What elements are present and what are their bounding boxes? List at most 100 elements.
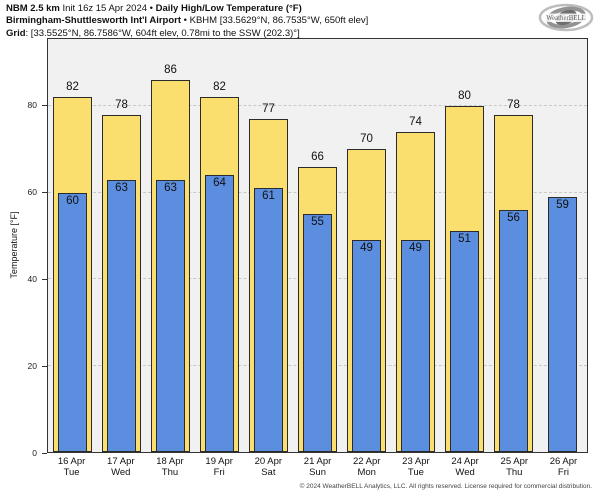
x-tick-weekday: Wed — [455, 467, 475, 478]
x-tick-weekday: Thu — [161, 467, 179, 478]
x-tick-date: 19 Apr — [205, 456, 233, 467]
low-bar: 64 — [204, 175, 235, 452]
y-tick-label: 60 — [27, 187, 37, 198]
low-bar: 56 — [498, 209, 529, 452]
chart-header: NBM 2.5 km Init 16z 15 Apr 2024 • Daily … — [6, 3, 368, 40]
x-tick-date: 20 Apr — [254, 456, 283, 467]
weatherbell-logo: WeatherBELL — [537, 2, 595, 33]
high-value-label: 78 — [115, 98, 128, 111]
init-time: Init 16z 15 Apr 2024 • — [59, 3, 156, 14]
low-bar: 63 — [106, 179, 137, 452]
x-tick-weekday: Fri — [557, 467, 569, 478]
y-tick-mark — [42, 191, 47, 193]
high-value-label: 77 — [262, 103, 275, 116]
y-axis: 0 20 40 60 80 — [0, 38, 47, 458]
low-value-label: 59 — [556, 198, 569, 211]
y-tick-mark — [42, 104, 47, 106]
low-value-label: 63 — [115, 181, 128, 194]
x-tick-weekday: Mon — [357, 467, 376, 478]
grid-coords: : [33.5525°N, 86.7586°W, 604ft elev, 0.7… — [25, 27, 300, 39]
x-tick-date: 26 Apr — [549, 456, 578, 467]
x-tick-label: 23 Apr Tue — [391, 456, 440, 478]
x-tick-date: 25 Apr — [500, 456, 529, 467]
copyright-footer: © 2024 WeatherBELL Analytics, LLC. All r… — [299, 483, 592, 490]
day-slot: 82 60 — [48, 39, 97, 452]
y-tick-label: 0 — [32, 448, 37, 458]
day-slot: 74 49 — [391, 39, 440, 452]
x-axis-labels: 16 Apr Tue 17 Apr Wed 18 Apr Thu 19 Apr Fri 20 A… — [47, 456, 588, 478]
high-value-label: 70 — [360, 133, 373, 146]
day-slot: 82 64 — [195, 39, 244, 452]
x-tick-date: 21 Apr — [303, 456, 332, 467]
x-tick-label: 26 Apr Fri — [539, 456, 588, 478]
station-coords: • KBHM [33.5629°N, 86.7535°W, 650ft elev… — [181, 15, 369, 27]
x-tick-label: 16 Apr Tue — [47, 456, 96, 478]
x-tick-weekday: Thu — [506, 467, 523, 478]
y-tick-label: 40 — [27, 274, 37, 285]
x-tick-label: 21 Apr Sun — [293, 456, 342, 478]
y-tick-mark — [42, 278, 47, 280]
low-value-label: 51 — [458, 233, 471, 246]
low-value-label: 64 — [213, 177, 226, 190]
high-value-label: 74 — [409, 115, 422, 128]
high-value-label: 66 — [311, 150, 324, 163]
x-tick-label: 24 Apr Wed — [441, 456, 490, 478]
day-slot: 66 55 — [293, 39, 342, 452]
day-slot: 78 63 — [97, 39, 146, 452]
high-value-label: 82 — [213, 81, 226, 94]
grid-label: Grid — [6, 27, 26, 39]
x-tick-weekday: Wed — [111, 467, 131, 478]
header-line-grid: Grid: [33.5525°N, 86.7586°W, 604ft elev,… — [6, 28, 368, 40]
weatherbell-swirl-icon: WeatherBELL — [538, 3, 594, 32]
high-value-label: 82 — [66, 81, 79, 94]
y-tick-label: 80 — [27, 100, 37, 111]
day-slot: 70 49 — [342, 39, 391, 452]
low-value-label: 56 — [507, 211, 520, 224]
low-bar: 59 — [547, 196, 578, 452]
y-tick-mark — [42, 452, 47, 454]
y-tick-mark — [42, 365, 47, 367]
x-tick-label: 18 Apr Thu — [145, 456, 194, 478]
x-tick-date: 18 Apr — [156, 456, 184, 467]
low-bar: 61 — [253, 188, 284, 452]
low-bar: 60 — [57, 192, 88, 452]
station-name: Birmingham-Shuttlesworth Int'l Airport — [6, 15, 182, 27]
day-slot: 86 63 — [146, 39, 195, 452]
low-value-label: 63 — [164, 181, 177, 194]
header-line-model: NBM 2.5 km Init 16z 15 Apr 2024 • Daily … — [6, 3, 368, 15]
x-tick-weekday: Sun — [309, 467, 326, 478]
y-tick-label: 20 — [27, 361, 37, 372]
day-slot: 78 56 — [489, 39, 538, 452]
x-tick-label: 25 Apr Thu — [490, 456, 539, 478]
x-tick-date: 22 Apr — [352, 456, 381, 467]
low-bar: 55 — [302, 214, 333, 452]
day-slot: 59 — [538, 39, 587, 452]
low-value-label: 55 — [311, 216, 324, 229]
logo-text: WeatherBELL — [546, 15, 585, 22]
bars-container: 82 60 78 63 86 63 82 64 77 61 66 55 70 49 74 49 80 51 78 56… — [48, 39, 587, 452]
gridline-80 — [48, 105, 587, 107]
x-tick-weekday: Fri — [213, 467, 225, 478]
x-tick-date: 17 Apr — [107, 456, 135, 467]
x-tick-date: 24 Apr — [451, 456, 479, 467]
high-value-label: 80 — [458, 90, 471, 103]
model-name: NBM 2.5 km — [6, 3, 60, 14]
low-bar: 51 — [449, 231, 480, 452]
header-line-station: Birmingham-Shuttlesworth Int'l Airport •… — [6, 15, 368, 27]
x-tick-label: 17 Apr Wed — [96, 456, 145, 478]
x-tick-label: 22 Apr Mon — [342, 456, 391, 478]
plot-area: 82 60 78 63 86 63 82 64 77 61 66 55 70 49 74 49 80 51 78 56… — [47, 38, 588, 453]
low-bar: 49 — [400, 240, 431, 452]
day-slot: 80 51 — [440, 39, 489, 452]
x-tick-label: 19 Apr Fri — [195, 456, 244, 478]
low-value-label: 61 — [262, 190, 275, 203]
low-value-label: 49 — [360, 242, 373, 255]
x-tick-date: 16 Apr — [57, 456, 86, 467]
day-slot: 77 61 — [244, 39, 293, 452]
high-value-label: 78 — [507, 98, 520, 111]
low-bar: 63 — [155, 179, 186, 452]
x-tick-label: 20 Apr Sat — [244, 456, 293, 478]
low-bar: 49 — [351, 240, 382, 452]
x-tick-weekday: Tue — [63, 467, 80, 478]
